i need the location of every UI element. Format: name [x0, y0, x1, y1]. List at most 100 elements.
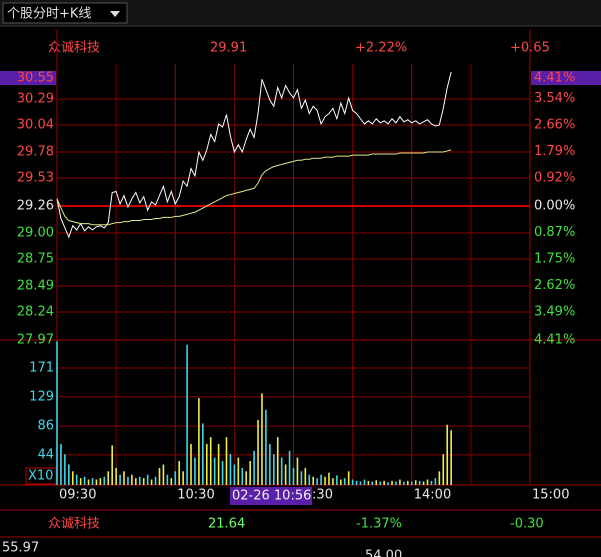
volume-bar	[355, 480, 358, 485]
y-tick-label: 171	[29, 361, 54, 376]
volume-bar	[190, 443, 192, 485]
volume-bar	[146, 474, 149, 485]
line-series	[56, 71, 452, 239]
y2-tick-label: 0.00%	[534, 199, 575, 214]
y-tick-label: 86	[37, 419, 54, 434]
lower-y-tick-label: 55.97	[2, 541, 39, 556]
y2-tick-label: 4.41%	[534, 333, 575, 348]
volume-bar	[174, 471, 177, 485]
highlight	[0, 71, 56, 85]
quote-change-pct: +2.22%	[355, 41, 407, 56]
volume-bar	[154, 476, 157, 485]
volume-bar	[269, 443, 271, 485]
tab[interactable]	[2, 2, 128, 24]
volume-bar	[430, 480, 433, 485]
y2-tick-label: 4.41%	[534, 71, 575, 86]
volume-bar	[209, 437, 212, 485]
volume-bar	[343, 478, 346, 485]
volume-bar	[340, 479, 342, 485]
volume-bar	[221, 461, 224, 485]
volume-bar	[79, 478, 82, 485]
y-tick-label: 27.97	[17, 333, 54, 348]
volume-bar	[320, 474, 322, 485]
unit-box	[25, 467, 57, 485]
x-tick-label: 15:00	[532, 488, 569, 503]
volume-bar	[399, 479, 401, 485]
volume-bar	[233, 464, 236, 485]
volume-bar	[442, 454, 445, 485]
volume-bar	[438, 471, 441, 485]
volume-bar	[68, 464, 70, 485]
volume-bar	[288, 450, 291, 485]
volume-bar	[296, 457, 299, 485]
volume-bar	[103, 476, 106, 485]
volume-bar	[336, 475, 338, 485]
y2-tick-label: 1.79%	[534, 144, 575, 159]
x-tick-label: 09:30	[59, 488, 96, 503]
volume-bar	[166, 474, 169, 485]
volume-bar	[123, 471, 125, 485]
volume-bar	[407, 480, 409, 485]
volume-bar	[56, 341, 58, 485]
volume-bar	[379, 481, 382, 485]
y-tick-label: 129	[29, 389, 54, 404]
volume-bar	[229, 454, 232, 485]
lower-quote-price: 21.64	[208, 517, 245, 532]
dropdown-arrow[interactable]	[110, 11, 120, 17]
volume-bar	[241, 467, 244, 485]
volume-bar	[375, 480, 378, 485]
lower-quote-name: 众诚科技	[48, 517, 100, 532]
volume-bar	[170, 478, 173, 485]
volume-bar	[87, 479, 90, 485]
y2-tick-label: 2.62%	[534, 278, 575, 293]
volume-bar	[261, 393, 263, 485]
volume-bar	[71, 471, 74, 485]
cursor-label: 02-26 10:56	[232, 489, 311, 504]
volume-bar	[422, 481, 425, 485]
y-tick-label: 29.00	[17, 226, 54, 241]
y-tick-label: 29.53	[17, 170, 54, 185]
volume-bar	[253, 450, 255, 485]
volume-bar	[95, 479, 98, 485]
volume-bar	[446, 424, 449, 485]
volume-bar	[194, 457, 196, 485]
volume-bar	[217, 443, 220, 485]
volume-bar	[316, 478, 318, 485]
volume-bar	[115, 467, 117, 485]
volume-bar	[276, 437, 279, 485]
volume-bar	[351, 479, 354, 485]
y2-tick-label: 3.49%	[534, 305, 575, 320]
volume-bar	[383, 480, 385, 485]
volume-bar	[245, 471, 247, 485]
volume-bar	[280, 457, 283, 485]
volume-bar	[158, 467, 161, 485]
volume-bar	[312, 476, 315, 485]
quote-price: 29.91	[210, 41, 247, 56]
volume-bar	[284, 464, 287, 485]
volume-bar	[99, 478, 102, 485]
volume-bar	[119, 474, 121, 485]
volume-bar	[127, 476, 129, 485]
volume-bar	[83, 476, 86, 485]
volume-bar	[142, 478, 145, 485]
volume-bar	[202, 423, 204, 485]
volume-bar	[414, 480, 417, 485]
volume-bar	[162, 464, 165, 485]
y-tick-label: 44	[37, 447, 54, 462]
y-tick-label: 28.75	[17, 251, 54, 266]
y2-tick-label: 3.54%	[534, 91, 575, 106]
volume-bar	[205, 443, 208, 485]
lower-quote-change: -0.30	[510, 517, 544, 532]
volume-bar	[328, 472, 330, 485]
volume-bar	[265, 409, 267, 485]
volume-bar	[225, 437, 228, 485]
volume-bar	[371, 481, 374, 485]
volume-bar	[60, 443, 62, 485]
x-tick-label: 14:00	[414, 488, 451, 503]
y2-tick-label: 0.92%	[534, 171, 575, 186]
lower-label: 54.00	[365, 549, 402, 557]
quote-name: 众诚科技	[48, 41, 100, 56]
volume-bar	[135, 478, 137, 485]
